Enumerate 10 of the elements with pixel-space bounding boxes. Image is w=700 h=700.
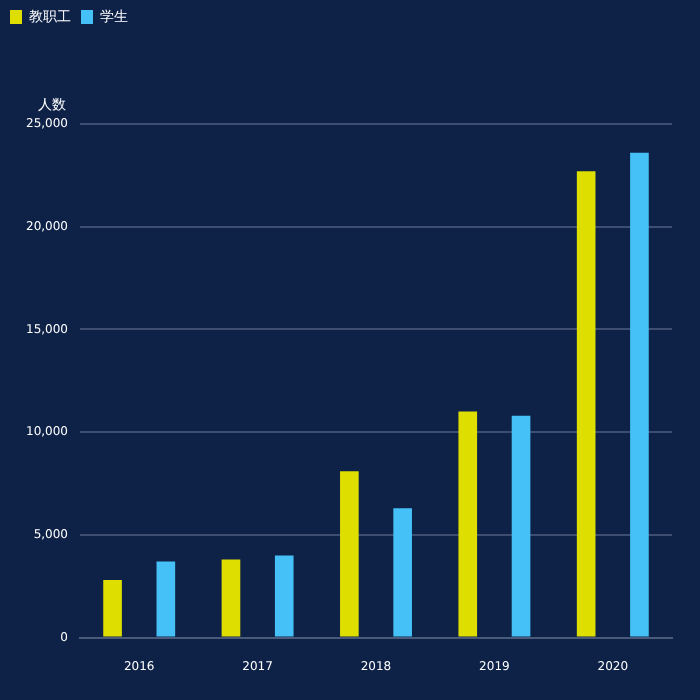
bar <box>630 152 649 637</box>
bar <box>221 559 241 637</box>
bar <box>103 580 122 637</box>
bar <box>458 411 478 637</box>
bar <box>393 508 412 637</box>
bar <box>156 561 176 637</box>
bar <box>340 471 359 637</box>
bar <box>274 555 294 637</box>
bar <box>511 415 531 637</box>
bar <box>576 171 596 637</box>
